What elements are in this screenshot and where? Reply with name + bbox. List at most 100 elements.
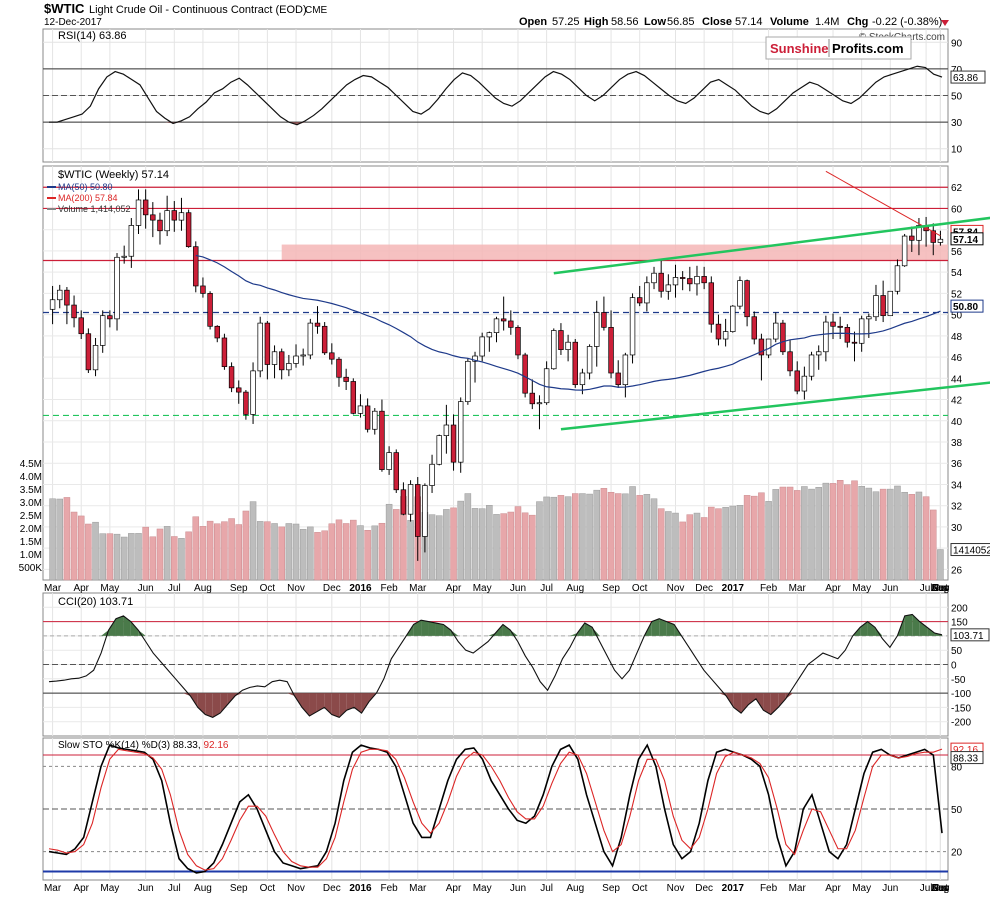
volume-bar	[228, 518, 235, 581]
stoch-k-line	[48, 743, 943, 874]
candle-body	[823, 321, 829, 353]
volume-bar	[314, 532, 321, 581]
volume-bar	[529, 514, 536, 581]
candle-body	[386, 452, 392, 470]
cci-overbought-fill	[123, 615, 131, 636]
cci-overbought-fill	[108, 618, 116, 636]
volume-bar	[156, 528, 164, 581]
chg-down-arrow-icon	[941, 20, 949, 26]
stoch-month-label: Dec	[695, 883, 713, 894]
volume-bar	[92, 521, 99, 581]
price-month-label: Oct	[933, 583, 949, 594]
volume-bar	[786, 486, 794, 581]
high-label: High	[584, 16, 609, 28]
candle-body	[536, 402, 543, 405]
volume-bar	[249, 501, 257, 581]
volume-bar	[550, 496, 558, 581]
cci-oversold-fill	[354, 693, 362, 714]
stoch-tick-label: 80	[951, 762, 963, 773]
stoch-month-label: Aug	[932, 883, 950, 894]
volume-bar	[135, 533, 142, 581]
volume-bar	[700, 517, 708, 581]
price-tick-label: 46	[951, 353, 963, 364]
rsi-title: RSI(14) 63.86	[58, 30, 126, 42]
candle-body	[228, 366, 235, 389]
volume-bar	[657, 508, 665, 581]
candle-body	[178, 212, 185, 221]
rsi-series	[43, 65, 948, 126]
volume-bar	[915, 491, 923, 581]
candle-body	[64, 289, 70, 306]
cci-oversold-fill	[212, 693, 221, 718]
price-month-label: Aug	[932, 583, 950, 594]
candle-body	[694, 276, 700, 285]
symbol: $WTIC	[44, 1, 85, 16]
price-month-label: Oct	[632, 583, 648, 594]
legend-label: MA(50) 50.80	[58, 182, 113, 192]
low-value: 56.85	[667, 16, 695, 28]
open-label: Open	[519, 16, 547, 28]
candle-body	[844, 327, 851, 343]
candle-body	[472, 355, 478, 362]
volume-bar	[672, 512, 679, 581]
ma50-line	[195, 254, 941, 391]
cci-overbought-fill	[927, 627, 935, 636]
cci-tick-label: -150	[951, 703, 971, 714]
volume-bar	[665, 511, 672, 581]
stoch-month-label: 2017	[722, 883, 745, 894]
cci-tick-label: 200	[951, 603, 968, 614]
cci-oversold-fill	[741, 693, 749, 714]
volume-bar	[930, 509, 937, 581]
volume-bar	[507, 511, 515, 581]
candle-body	[522, 354, 528, 394]
stoch-k-label: 88.33	[953, 754, 978, 765]
price-month-label: Mar	[409, 583, 427, 594]
candle-body	[214, 325, 220, 339]
price-month-label: Sep	[932, 583, 950, 594]
candle-body	[515, 327, 521, 356]
rsi-tick-label: 50	[951, 92, 963, 103]
volume-bar	[113, 533, 121, 581]
volume-bar	[500, 513, 507, 581]
candle-body	[493, 318, 500, 334]
low-label: Low	[644, 16, 666, 28]
volume-bar	[142, 526, 149, 581]
volume-bar	[758, 492, 765, 581]
candle-body	[500, 318, 507, 322]
price-tick-label: 30	[951, 523, 963, 534]
stoch-month-label: Mar	[789, 883, 807, 894]
volume-bar	[206, 520, 214, 581]
price-month-label: Oct	[260, 583, 276, 594]
candle-body	[329, 352, 335, 360]
trendline	[560, 381, 990, 431]
candle-body	[930, 230, 936, 243]
volume-bar	[171, 536, 178, 581]
price-month-label: Feb	[380, 583, 398, 594]
candle-body	[71, 304, 77, 319]
candle-body	[651, 272, 657, 284]
volume-bar	[922, 496, 930, 581]
instrument-name: Light Crude Oil - Continuous Contract (E…	[89, 4, 307, 16]
candle-body	[787, 351, 793, 372]
legend-label: MA(200) 57.84	[58, 193, 118, 203]
cci-overbought-fill	[450, 630, 459, 636]
volume-bar	[185, 531, 192, 581]
price-month-label: Jun	[882, 583, 898, 594]
volume-bar	[49, 498, 56, 581]
cci-overbought-fill	[428, 621, 436, 636]
volume-bar	[586, 493, 593, 581]
volume-bar	[751, 495, 758, 581]
volume-bar	[292, 523, 300, 581]
volume-bar	[779, 486, 787, 581]
volume-bar	[572, 493, 579, 581]
volume-bar	[450, 507, 457, 581]
stoch-title-main: Slow STO %K(14) %D(3) 88.33,	[58, 740, 203, 751]
candle-body	[429, 463, 435, 486]
volume-bar	[822, 482, 830, 581]
volume-bar	[743, 495, 751, 581]
price-tick-label: 56	[951, 247, 963, 258]
candle-body	[436, 435, 442, 465]
stoch-month-label: Oct	[260, 883, 276, 894]
chg-value: -0.22 (-0.38%)	[872, 16, 942, 28]
